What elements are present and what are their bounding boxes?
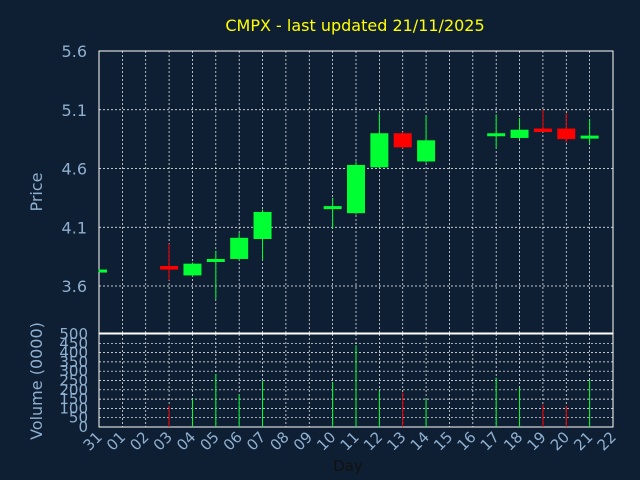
x-tick-label: 06 (220, 428, 246, 454)
x-tick-label: 13 (383, 428, 409, 454)
volume-tick-label: 150 (59, 390, 88, 408)
candle-body (347, 164, 365, 214)
price-panel: 3.6 4.1 4.6 5.1 5.6 (62, 42, 614, 334)
candle-body (557, 128, 576, 140)
x-tick-label: 11 (337, 428, 363, 454)
x-tick-label: 16 (453, 428, 479, 454)
x-tick-label: 18 (500, 428, 526, 454)
price-tick-label: 5.6 (62, 42, 87, 61)
volume-tick-label: 250 (59, 372, 88, 390)
chart-title: CMPX - last updated 21/11/2025 (225, 16, 484, 35)
candle-body (99, 269, 107, 273)
price-tick-label: 4.1 (62, 218, 87, 237)
x-tick-label: 02 (126, 428, 152, 454)
volume-tick-label: 200 (59, 381, 88, 399)
volume-tick-label: 400 (59, 344, 88, 362)
candle-body (206, 258, 225, 262)
candle-body (183, 263, 202, 276)
volume-tick-label: 500 (59, 325, 88, 343)
x-tick-label: 22 (594, 428, 620, 454)
x-tick-label: 15 (430, 428, 456, 454)
x-tick-label: 01 (103, 428, 129, 454)
x-tick-label: 14 (407, 428, 433, 454)
candle-body (533, 128, 552, 133)
volume-tick-label: 450 (59, 334, 88, 352)
candle-body (370, 133, 389, 168)
price-axis-label: Price (27, 172, 46, 211)
x-tick-label: 05 (196, 428, 222, 454)
volume-tick-label: 100 (59, 399, 88, 417)
volume-tick-label: 50 (69, 409, 88, 427)
x-tick-label: 19 (524, 428, 550, 454)
x-axis-label: Day (333, 457, 363, 475)
x-tick-label: 07 (243, 428, 269, 454)
x-tick-label: 03 (150, 428, 176, 454)
candle-body (510, 129, 529, 138)
candle-body (417, 140, 436, 162)
price-tick-label: 4.6 (62, 160, 87, 179)
x-tick-label: 17 (477, 428, 503, 454)
volume-tick-label: 0 (78, 418, 88, 436)
price-tick-label: 3.6 (62, 277, 87, 296)
candle-body (160, 266, 179, 270)
candle-body (230, 237, 249, 259)
x-tick-label: 08 (267, 428, 293, 454)
volume-axis-label: Volume (0000) (27, 322, 46, 440)
candle-body (487, 133, 506, 137)
volume-tick-label: 300 (59, 362, 88, 380)
x-tick-labels: 3101020304050607080910111213141516171819… (80, 428, 620, 454)
candle-body (393, 133, 412, 148)
x-tick-label: 20 (547, 428, 573, 454)
x-tick-label: 10 (313, 428, 339, 454)
x-tick-label: 04 (173, 428, 199, 454)
x-tick-label: 21 (570, 428, 596, 454)
x-tick-label: 09 (290, 428, 316, 454)
x-tick-label: 12 (360, 428, 386, 454)
volume-tick-label: 350 (59, 353, 88, 371)
candle-body (253, 211, 272, 239)
price-tick-label: 5.1 (62, 101, 87, 120)
candle-body (580, 135, 599, 139)
candle-body (323, 206, 342, 210)
